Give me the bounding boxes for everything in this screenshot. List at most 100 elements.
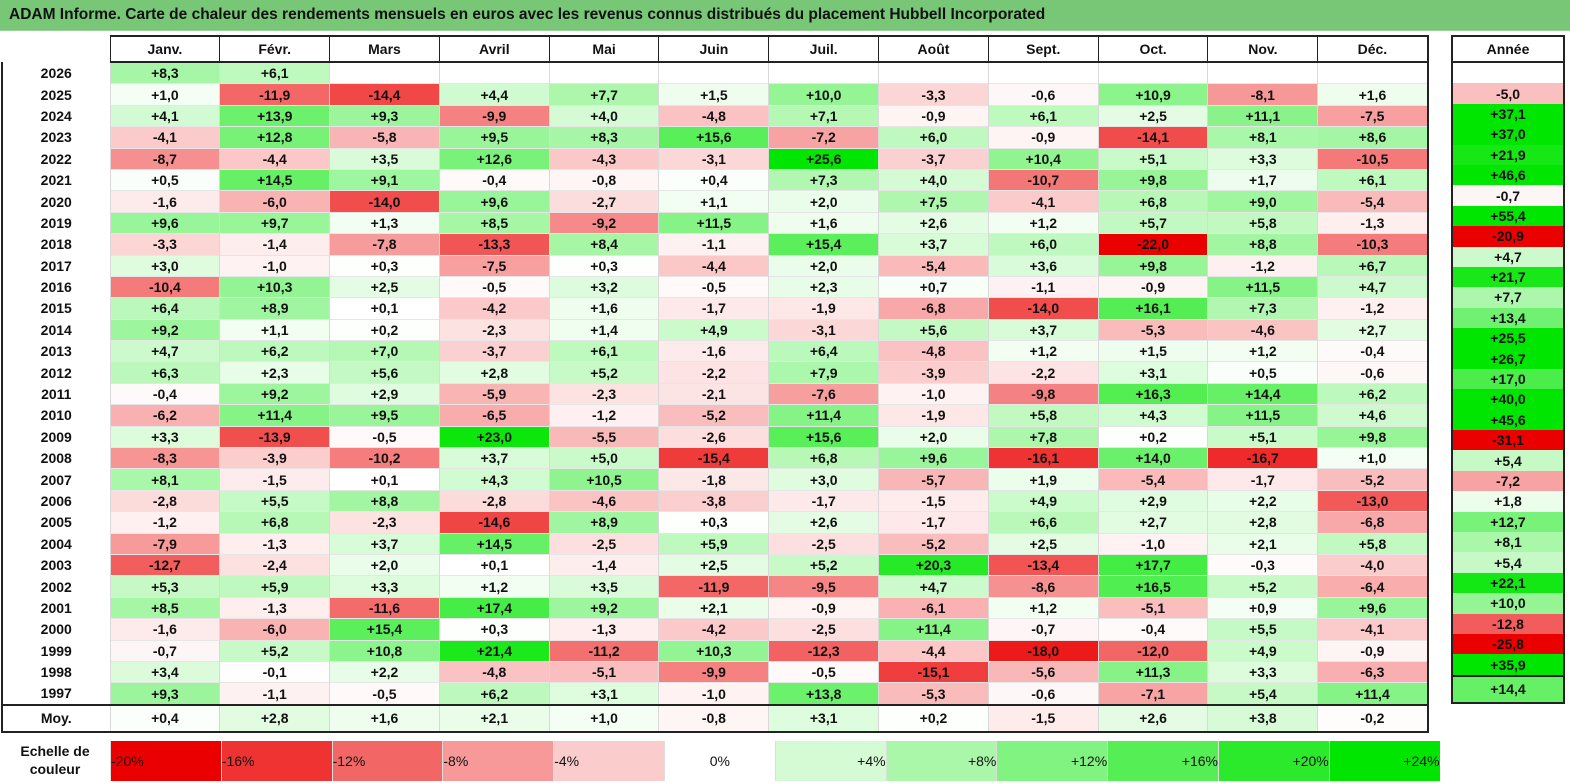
heatmap-cell: +2,5	[658, 553, 769, 576]
annual-header: Année	[1451, 35, 1565, 63]
heatmap-cell: -5,2	[1317, 468, 1429, 491]
heatmap-cell: +6,8	[1097, 190, 1208, 213]
heatmap-cell: +5,3	[109, 575, 220, 598]
color-scale-step: -8%	[442, 741, 554, 781]
heatmap-cell: +8,6	[1317, 126, 1429, 149]
year-label: 2005	[1, 511, 110, 534]
heatmap-cell: +5,7	[1097, 211, 1208, 234]
table-row: 2004 -7,9 -1,3 +3,7 +14,5 -2,5 +5,9 -2,5 -5,2 +2,…	[1, 532, 1429, 555]
heatmap-cell: +3,7	[878, 233, 989, 256]
heatmap-cell: +5,8	[1207, 211, 1318, 234]
heatmap-cell: -0,9	[768, 596, 879, 619]
heatmap-cell: +6,7	[1317, 254, 1429, 277]
heatmap-cell: +10,9	[1097, 83, 1208, 106]
heatmap-cell: -1,9	[878, 404, 989, 427]
heatmap-cell: +2,1	[1207, 532, 1318, 555]
heatmap-cell: +1,4	[548, 318, 659, 341]
heatmap-cell: +4,6	[1317, 404, 1429, 427]
annual-row: +55,4	[1451, 205, 1565, 227]
table-row: 2025 +1,0 -11,9 -14,4 +4,4 +7,7 +1,5 +10,0 -3,3-…	[1, 83, 1429, 106]
table-row: 2024 +4,1 +13,9 +9,3 -9,9 +4,0 -4,8 +7,1 -0,9 +6,…	[1, 104, 1429, 127]
table-row: 2026 +8,3 +6,1	[1, 61, 1429, 84]
heatmap-cell: -1,6	[109, 190, 220, 213]
heatmap-cell: +3,2	[548, 275, 659, 298]
heatmap-cell: +6,2	[438, 682, 550, 705]
heatmap-cell: +14,5	[219, 168, 330, 191]
heatmap-cell: +2,8	[1207, 511, 1318, 534]
heatmap-cell: +2,7	[1097, 511, 1208, 534]
heatmap-cell: +21,4	[438, 639, 550, 662]
annual-cell: +8,1	[1451, 531, 1565, 553]
heatmap-cell	[548, 61, 659, 84]
heatmap-cell: +11,1	[1207, 104, 1318, 127]
heatmap-cell: -15,1	[878, 660, 989, 683]
heatmap-cell: -14,4	[329, 83, 440, 106]
heatmap-cell: -22,0	[1097, 233, 1208, 256]
heatmap-cell: +2,8	[438, 361, 550, 384]
heatmap-cell: +4,1	[109, 104, 220, 127]
annual-cell: -31,1	[1451, 430, 1565, 451]
column-header: Août	[878, 35, 989, 63]
heatmap-cell: +16,5	[1097, 575, 1208, 598]
year-label: 2024	[1, 105, 110, 127]
heatmap-cell: +0,5	[1207, 361, 1318, 384]
heatmap-cell: -1,3	[1317, 211, 1429, 234]
column-header: Sept.	[987, 35, 1099, 63]
heatmap-cell: -2,5	[768, 532, 879, 555]
heatmap-cell: +0,1	[438, 553, 550, 576]
annual-cell: +12,7	[1451, 511, 1565, 532]
heatmap-cell: +6,8	[219, 511, 330, 534]
heatmap-cell: +8,3	[109, 61, 220, 84]
heatmap-cell: -5,4	[878, 254, 989, 277]
heatmap-cell: -14,0	[329, 190, 440, 213]
heatmap-cell: -9,9	[438, 104, 550, 127]
heatmap-cell: -3,1	[658, 147, 769, 170]
heatmap-cell: -0,4	[1317, 340, 1429, 362]
heatmap-cell: -4,2	[658, 618, 769, 641]
heatmap-cell: -5,7	[878, 468, 989, 491]
table-row: 2012 +6,3 +2,3 +5,6 +2,8 +5,2 -2,2 +7,9 -3,9 -2,2…	[1, 361, 1429, 384]
color-scale-step: +24%	[1328, 741, 1440, 781]
heatmap-cell: -4,4	[219, 147, 330, 170]
heatmap-cell: +6,1	[1317, 168, 1429, 191]
heatmap-cell: -9,2	[548, 211, 659, 234]
heatmap-cell: -6,5	[438, 404, 550, 427]
annual-row: +21,7	[1451, 266, 1565, 288]
title-bar: ADAM Informe. Carte de chaleur des rende…	[0, 0, 1570, 31]
heatmap-cell: +7,9	[768, 361, 879, 384]
year-label: 2003	[1, 554, 110, 576]
heatmap-cell: +11,4	[219, 404, 330, 427]
heatmap-cell: -1,3	[548, 618, 659, 641]
heatmap-cell: -0,9	[878, 104, 989, 127]
table-row: 2005 -1,2 +6,8 -2,3 -14,6 +8,9 +0,3 +2,6 -1,7 +6,…	[1, 511, 1429, 534]
heatmap-cell: -5,4	[1317, 190, 1429, 213]
heatmap-cell: +0,7	[878, 275, 989, 298]
annual-cell: -20,9	[1451, 226, 1565, 247]
heatmap-cell: +10,3	[219, 275, 330, 298]
color-scale-step: -12%	[331, 741, 443, 781]
table-row: 2003 -12,7 -2,4 +2,0 +0,1 -1,4 +2,5 +5,2 +20,3 -1…	[1, 553, 1429, 576]
heatmap-cell: +2,8	[219, 703, 330, 733]
heatmap-cell: +0,1	[329, 468, 440, 491]
heatmap-cell: +1,5	[658, 83, 769, 106]
heatmap-cell: +1,2	[987, 596, 1099, 619]
heatmap-cell: +2,6	[1097, 703, 1208, 733]
heatmap-cell: +5,5	[219, 489, 330, 512]
heatmap-cell: +10,4	[987, 147, 1099, 170]
heatmap-cell: +7,5	[878, 190, 989, 213]
heatmap-cell: -0,9	[1317, 639, 1429, 662]
heatmap-cell: +2,7	[1317, 318, 1429, 341]
annual-cell: -0,7	[1451, 185, 1565, 206]
heatmap-cell: -13,4	[987, 553, 1099, 576]
year-label: 1997	[1, 682, 110, 705]
color-scale-step: -20%	[110, 741, 222, 781]
heatmap-cell: -7,8	[329, 233, 440, 256]
heatmap-cell: +11,4	[1317, 682, 1429, 705]
color-scale-step: +8%	[885, 741, 997, 781]
heatmap-cell: -1,3	[219, 532, 330, 555]
heatmap-cell: +15,6	[768, 425, 879, 448]
heatmap-cell: +1,0	[109, 83, 220, 106]
heatmap-cell: -1,0	[1097, 532, 1208, 555]
heatmap-cell: +7,7	[548, 83, 659, 106]
heatmap-cell	[658, 61, 769, 84]
